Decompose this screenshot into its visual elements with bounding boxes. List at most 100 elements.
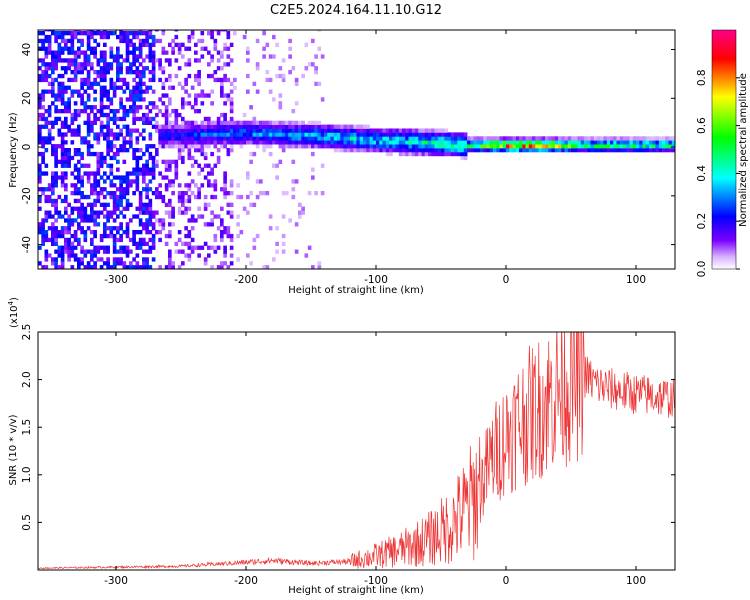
spectrogram-cell	[38, 116, 42, 122]
spectrogram-cell	[145, 265, 149, 269]
spectrogram-cell	[324, 144, 328, 149]
spectrogram-cell	[106, 175, 110, 180]
spectrogram-cell	[385, 148, 390, 153]
spectrogram-cell	[181, 155, 185, 161]
spectrogram-xlabel: Height of straight line (km)	[288, 285, 424, 296]
spectrogram-cell	[181, 159, 185, 164]
spectrogram-cell	[132, 101, 136, 106]
spectrogram-cell	[324, 128, 328, 133]
spectrogram-cell	[106, 210, 110, 215]
spectrogram-cell	[138, 202, 143, 207]
spectrogram-cell	[64, 70, 68, 75]
spectrogram-cell	[314, 144, 318, 149]
spectrogram-cell	[194, 109, 198, 114]
spectrogram-cell	[112, 151, 117, 157]
spectrogram-cell	[41, 31, 45, 36]
spectrogram-cell	[350, 148, 354, 153]
x-tick-label: 0	[503, 575, 510, 587]
spectrogram-cell	[428, 132, 432, 137]
spectrogram-cell	[665, 136, 669, 141]
spectrogram-cell	[200, 128, 205, 133]
spectrogram-cell	[148, 202, 153, 207]
spectrogram-cell	[168, 210, 172, 215]
spectrogram-cell	[272, 124, 276, 129]
spectrogram-cell	[145, 148, 149, 153]
spectrogram-cell	[346, 140, 351, 145]
spectrogram-cell	[194, 42, 198, 47]
spectrogram-cell	[161, 50, 166, 55]
spectrogram-cell	[252, 140, 257, 145]
spectrogram-cell	[67, 241, 71, 246]
spectrogram-cell	[197, 206, 201, 211]
spectrogram-cell	[177, 136, 182, 141]
spectrogram-cell	[236, 183, 240, 188]
spectrogram-cell	[41, 112, 45, 118]
spectrogram-cell	[376, 132, 380, 137]
spectrogram-cell	[415, 148, 419, 153]
spectrogram-cell	[38, 230, 42, 235]
spectrogram-cell	[200, 46, 205, 51]
spectrogram-cell	[278, 124, 283, 129]
spectrogram-cell	[194, 140, 198, 145]
spectrogram-cell	[340, 140, 344, 145]
spectrogram-cell	[249, 132, 253, 137]
spectrogram-cell	[220, 136, 224, 141]
spectrogram-cell	[197, 128, 201, 133]
spectrogram-cell	[220, 66, 224, 71]
spectrogram-cell	[538, 136, 543, 141]
spectrogram-cell	[265, 136, 270, 141]
spectrogram-cell	[164, 136, 169, 141]
spectrogram-cell	[103, 226, 107, 231]
spectrogram-cell	[132, 120, 136, 125]
spectrogram-cell	[67, 58, 71, 63]
spectrogram-cell	[671, 140, 675, 145]
spectrogram-cell	[281, 132, 286, 137]
x-tick-label: 100	[626, 575, 646, 587]
spectrogram-cell	[441, 136, 445, 141]
spectrogram-cell	[434, 140, 439, 145]
spectrogram-cell	[265, 140, 270, 145]
spectrogram-cell	[168, 253, 172, 258]
spectrogram-cell	[86, 54, 91, 59]
spectrogram-cell	[135, 179, 140, 184]
spectrogram-cell	[220, 261, 224, 266]
spectrogram-cell	[268, 124, 273, 129]
spectrogram-cell	[194, 148, 198, 153]
spectrogram-cell	[129, 136, 133, 141]
spectrogram-cell	[593, 148, 598, 153]
spectrogram-cell	[392, 128, 396, 133]
spectrogram-cell	[658, 148, 663, 153]
spectrogram-cell	[135, 46, 140, 51]
spectrogram-cell	[203, 202, 208, 207]
spectrogram-cell	[340, 128, 344, 133]
spectrogram-cell	[77, 179, 81, 184]
spectrogram-cell	[259, 179, 263, 184]
spectrogram-cell	[142, 171, 146, 176]
spectrogram-cell	[268, 214, 273, 219]
spectrogram-cell	[424, 128, 429, 133]
spectrogram-cell	[77, 46, 81, 51]
spectrogram-cell	[226, 132, 231, 137]
spectrogram-cell	[226, 31, 231, 36]
spectrogram-cell	[93, 233, 97, 239]
spectrogram-cell	[294, 77, 299, 83]
spectrogram-cell	[99, 34, 104, 40]
spectrogram-cell	[376, 136, 380, 141]
spectrogram-cell	[129, 42, 133, 47]
spectrogram-cell	[60, 124, 65, 129]
spectrogram-cell	[197, 38, 201, 44]
spectrogram-cell	[47, 237, 52, 243]
spectrogram-cell	[216, 265, 221, 269]
spectrogram-cell	[597, 144, 601, 149]
spectrogram-cell	[148, 218, 153, 223]
spectrogram-cell	[392, 144, 396, 149]
spectrogram-cell	[38, 140, 42, 145]
spectrogram-cell	[285, 136, 289, 141]
spectrogram-cell	[584, 136, 588, 141]
spectrogram-cell	[411, 128, 416, 133]
y-tick-label: 0	[21, 144, 33, 151]
spectrogram-cell	[125, 202, 130, 207]
spectrogram-cell	[142, 261, 146, 266]
spectrogram-cell	[288, 128, 292, 133]
spectrogram-cell	[51, 198, 55, 204]
